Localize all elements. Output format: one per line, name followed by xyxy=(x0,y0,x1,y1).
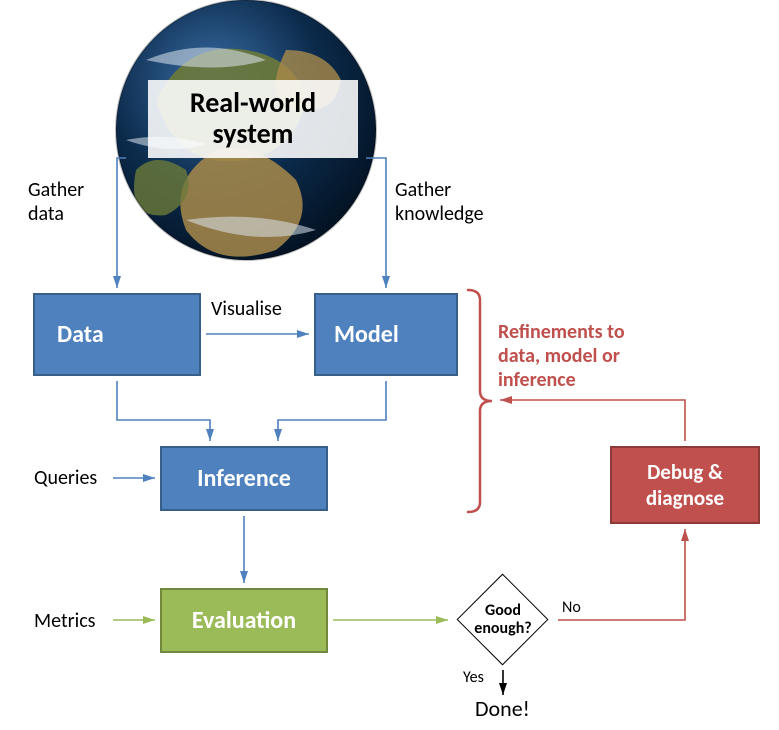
evaluation-node-label: Evaluation xyxy=(192,606,296,635)
data-node: Data xyxy=(33,293,201,376)
queries-label: Queries xyxy=(34,466,97,490)
debug-diagnose-node: Debug & diagnose xyxy=(610,446,760,524)
inference-node-label: Inference xyxy=(197,464,291,493)
debug-node-label: Debug & diagnose xyxy=(620,459,750,511)
visualise-label: Visualise xyxy=(211,297,282,321)
data-node-label: Data xyxy=(57,320,104,349)
decision-no-label: No xyxy=(562,598,581,617)
metrics-label: Metrics xyxy=(34,609,95,633)
inference-node: Inference xyxy=(160,446,328,511)
decision-label: Good enough? xyxy=(457,587,548,652)
gather-knowledge-label: Gather knowledge xyxy=(395,178,515,226)
real-world-system-title: Real-world system xyxy=(148,80,358,158)
evaluation-node: Evaluation xyxy=(160,588,328,653)
title-text: Real-world system xyxy=(148,88,358,150)
decision-yes-label: Yes xyxy=(463,668,484,687)
refinements-label: Refinements to data, model or inference xyxy=(498,320,668,392)
model-node-label: Model xyxy=(334,320,399,349)
refinement-bracket xyxy=(468,290,492,512)
model-node: Model xyxy=(314,293,458,376)
gather-data-label: Gather data xyxy=(28,178,118,226)
done-label: Done! xyxy=(475,695,530,722)
good-enough-decision: Good enough? xyxy=(470,587,535,652)
